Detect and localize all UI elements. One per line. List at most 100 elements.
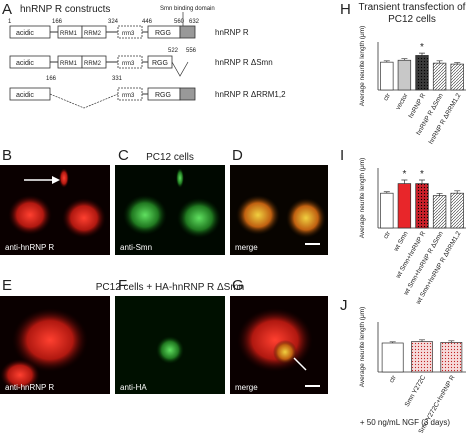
micrograph: anti-hnRNP R <box>0 165 110 255</box>
bar <box>380 192 394 229</box>
error-bar <box>454 190 461 194</box>
bar <box>411 341 433 373</box>
domain <box>117 55 143 69</box>
domain <box>179 87 196 101</box>
error-bar <box>401 58 408 61</box>
domain <box>117 25 143 39</box>
domain <box>117 87 143 101</box>
domain-label: RGG <box>152 60 168 67</box>
bar <box>450 63 464 91</box>
caption: anti-Smn <box>120 243 152 252</box>
bar <box>415 183 429 229</box>
position: 446 <box>142 19 153 25</box>
micrograph: anti-HA <box>115 296 225 394</box>
domain-label: rrm3 <box>122 31 135 37</box>
micrograph: anti-hnRNP R <box>0 296 110 394</box>
bar <box>397 183 412 229</box>
deletion <box>171 61 189 77</box>
error-bar <box>419 179 425 184</box>
row-title: PC12 cells + HA-hnRNP R ΔSmn <box>96 282 245 293</box>
treatment-note: + 50 ng/mL NGF (3 days) <box>360 418 451 427</box>
construct-name: hnRNP R <box>215 28 249 37</box>
error-bar <box>448 340 455 343</box>
binding-domain-label: Smn binding domain <box>160 6 215 12</box>
error-bar <box>383 191 390 194</box>
significance: * <box>402 169 406 180</box>
position: 324 <box>108 19 119 25</box>
caption: anti-hnRNP R <box>5 243 54 252</box>
micrograph: merge <box>230 165 328 255</box>
chart-title-box: Transient transfection of PC12 cells <box>358 2 466 25</box>
error-bar <box>401 179 408 184</box>
construct-name: hnRNP R ΔRRM1,2 <box>215 90 286 99</box>
domain-label: acidic <box>16 60 34 67</box>
panel-label: I <box>340 147 344 164</box>
y-axis-label: Average neurite length (μm) <box>359 26 366 107</box>
x-tick-label: ctr <box>388 374 398 384</box>
position: 166 <box>46 76 57 82</box>
x-tick-label: ctr <box>382 92 392 102</box>
panel-label: E <box>2 277 12 294</box>
construct-name: hnRNP R ΔSmn <box>215 58 273 67</box>
domain-label: RRM2 <box>84 61 102 67</box>
y-axis-label: Average neurite length (μm) <box>359 158 366 239</box>
x-tick-label: wt Smn <box>392 230 410 253</box>
significance: * <box>420 169 424 180</box>
position: 166 <box>52 19 63 25</box>
domain-label: RRM1 <box>60 61 78 67</box>
bar <box>380 61 394 91</box>
position: 1 <box>8 19 12 25</box>
constructs: hnRNP R constructs Smn binding domain 1 … <box>8 4 286 109</box>
bar <box>381 342 404 373</box>
bar <box>397 59 412 91</box>
error-bar <box>436 60 443 64</box>
x-tick-label: Smn Y272C <box>404 374 428 408</box>
x-tick-label: hnRNP R ΔRRM1,2 <box>428 92 463 145</box>
error-bar <box>419 339 425 342</box>
bar <box>415 55 429 91</box>
bar <box>440 342 463 373</box>
caption: merge <box>235 243 258 252</box>
caption: anti-HA <box>120 383 147 392</box>
panel-label: J <box>340 297 348 314</box>
error-bar <box>454 62 461 65</box>
panel-label: H <box>340 1 351 18</box>
constructs-title: hnRNP R constructs <box>20 4 110 15</box>
domain-label: RGG <box>155 92 171 99</box>
y-axis-label: Average neurite length (μm) <box>359 307 366 388</box>
bar <box>432 62 447 91</box>
caption: merge <box>235 383 258 392</box>
domain-label: RGG <box>155 30 171 37</box>
domain-label: RRM2 <box>84 31 102 37</box>
significance: * <box>420 42 424 53</box>
chart-title: Transient transfection of PC12 cells <box>358 2 466 25</box>
error-bar <box>383 60 390 63</box>
domain <box>9 55 51 69</box>
bar <box>432 195 447 229</box>
domain-label: rrm3 <box>122 93 135 99</box>
domain-label: rrm3 <box>122 61 135 67</box>
x-tick-label: ctr <box>382 230 392 240</box>
panel-label: G <box>232 277 244 294</box>
panel-label: B <box>2 147 12 164</box>
position: 632 <box>189 19 200 25</box>
panel-label: D <box>232 147 243 164</box>
domain-label: acidic <box>16 92 34 99</box>
error-bar <box>436 193 443 196</box>
position: 560 <box>174 19 185 25</box>
domain <box>9 25 51 39</box>
domain <box>81 25 107 39</box>
panel-label: F <box>118 277 127 294</box>
error-bar <box>419 52 425 56</box>
deletion <box>49 93 119 109</box>
micrograph: merge <box>230 296 328 394</box>
error-bar <box>389 341 396 343</box>
position: 331 <box>112 76 123 82</box>
domain-label: acidic <box>16 30 34 37</box>
domain <box>81 55 107 69</box>
x-tick-label: vector <box>395 92 410 112</box>
micrograph: anti-Smn <box>115 165 225 255</box>
panel-label: A <box>2 1 12 18</box>
position: 522 <box>168 48 179 54</box>
